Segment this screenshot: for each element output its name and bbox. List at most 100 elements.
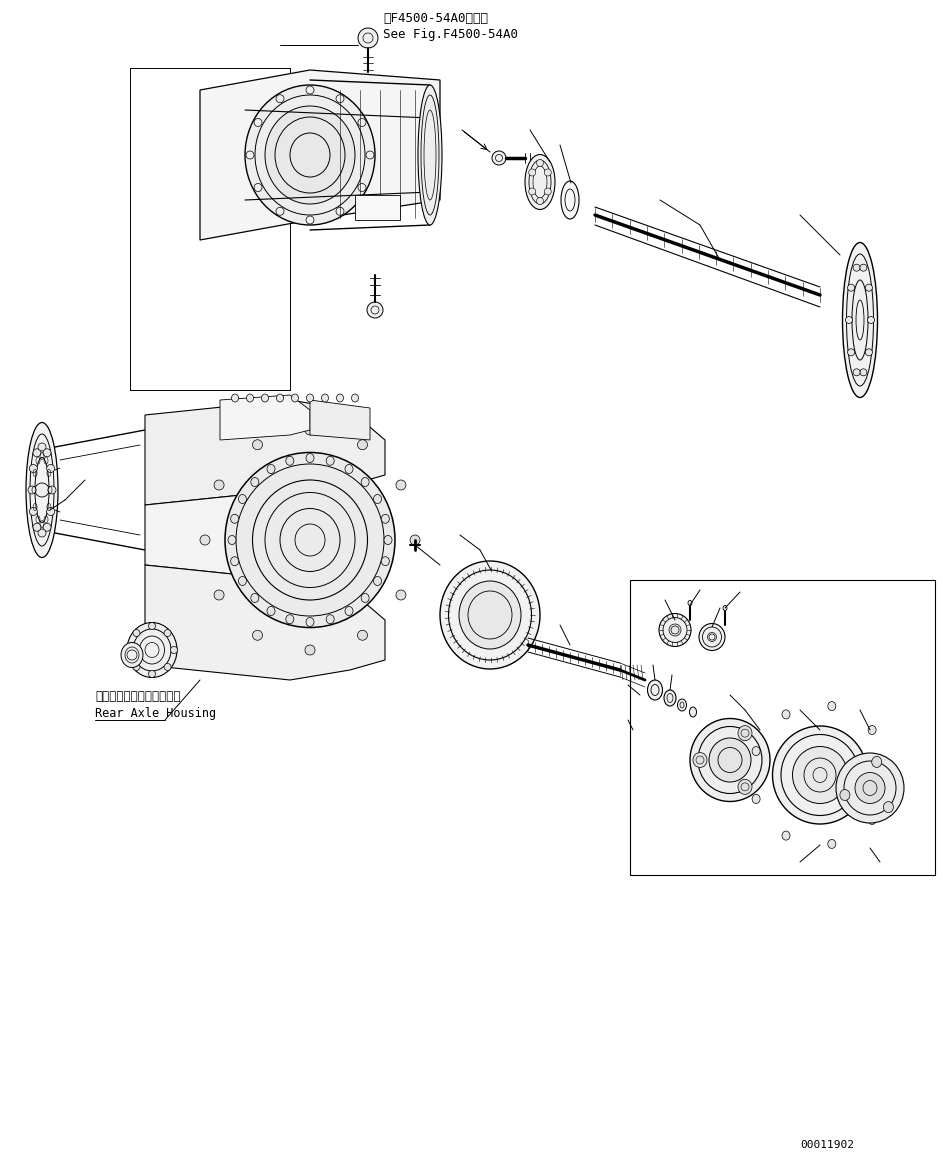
Text: See Fig.F4500-54A0: See Fig.F4500-54A0 (383, 28, 518, 41)
Ellipse shape (26, 423, 58, 557)
Ellipse shape (871, 756, 882, 768)
Polygon shape (355, 195, 400, 220)
Circle shape (254, 118, 262, 126)
Ellipse shape (782, 710, 790, 719)
Ellipse shape (659, 614, 691, 646)
Ellipse shape (855, 772, 885, 804)
Ellipse shape (869, 815, 876, 824)
Circle shape (305, 645, 315, 655)
Polygon shape (145, 565, 385, 680)
Ellipse shape (246, 394, 254, 402)
Circle shape (529, 169, 536, 176)
Ellipse shape (709, 738, 751, 782)
Ellipse shape (306, 394, 313, 402)
Ellipse shape (869, 726, 876, 734)
Polygon shape (145, 490, 385, 580)
Ellipse shape (322, 394, 328, 402)
Circle shape (29, 464, 38, 472)
Circle shape (396, 589, 405, 600)
Circle shape (133, 664, 140, 670)
Circle shape (860, 264, 867, 271)
Ellipse shape (239, 494, 246, 504)
Polygon shape (220, 395, 310, 440)
Ellipse shape (792, 747, 848, 804)
Circle shape (35, 483, 49, 497)
Ellipse shape (753, 747, 760, 755)
Circle shape (537, 198, 543, 205)
Ellipse shape (561, 181, 579, 219)
Ellipse shape (261, 394, 269, 402)
Polygon shape (200, 69, 440, 240)
Circle shape (164, 664, 171, 670)
Ellipse shape (440, 560, 540, 669)
Circle shape (492, 151, 506, 164)
Ellipse shape (677, 699, 687, 711)
Circle shape (305, 425, 315, 435)
Circle shape (46, 464, 55, 472)
Ellipse shape (693, 753, 707, 768)
Ellipse shape (127, 623, 177, 677)
Ellipse shape (828, 702, 835, 711)
Circle shape (171, 646, 177, 653)
Circle shape (246, 151, 254, 159)
Circle shape (357, 440, 368, 449)
Ellipse shape (828, 840, 835, 849)
Circle shape (306, 217, 314, 223)
Circle shape (866, 284, 872, 291)
Ellipse shape (842, 242, 878, 397)
Circle shape (357, 630, 368, 640)
Ellipse shape (782, 831, 790, 840)
Ellipse shape (884, 770, 892, 779)
Ellipse shape (276, 394, 284, 402)
Ellipse shape (306, 617, 314, 626)
Circle shape (537, 160, 543, 167)
Circle shape (358, 28, 378, 47)
Circle shape (43, 523, 51, 532)
Circle shape (38, 444, 46, 450)
Ellipse shape (840, 790, 850, 800)
Circle shape (396, 481, 405, 490)
Ellipse shape (723, 606, 727, 610)
Ellipse shape (699, 623, 725, 651)
Circle shape (38, 529, 46, 537)
Text: 第F4500-54A0図参照: 第F4500-54A0図参照 (383, 12, 488, 25)
Text: リヤーアクスルハウジング: リヤーアクスルハウジング (95, 690, 180, 703)
Circle shape (853, 264, 860, 271)
Ellipse shape (231, 514, 239, 523)
Ellipse shape (352, 394, 358, 402)
Circle shape (48, 486, 56, 494)
Circle shape (306, 86, 314, 94)
Circle shape (544, 169, 552, 176)
Ellipse shape (337, 394, 343, 402)
Circle shape (164, 630, 171, 637)
Circle shape (336, 207, 344, 215)
Ellipse shape (326, 615, 334, 624)
Ellipse shape (525, 154, 555, 210)
Circle shape (28, 486, 36, 494)
Circle shape (358, 118, 366, 126)
Circle shape (848, 349, 854, 356)
Ellipse shape (381, 557, 389, 566)
Ellipse shape (286, 615, 294, 624)
Text: Rear Axle Housing: Rear Axle Housing (95, 708, 216, 720)
Text: 00011902: 00011902 (800, 1139, 854, 1150)
Ellipse shape (267, 464, 275, 474)
Ellipse shape (345, 464, 353, 474)
Circle shape (214, 589, 224, 600)
Ellipse shape (121, 643, 143, 667)
Circle shape (866, 349, 872, 356)
Ellipse shape (361, 594, 369, 602)
Circle shape (868, 316, 874, 323)
Ellipse shape (664, 690, 676, 706)
Circle shape (336, 95, 344, 103)
Circle shape (133, 630, 140, 637)
Circle shape (214, 481, 224, 490)
Ellipse shape (306, 454, 314, 462)
Polygon shape (310, 400, 370, 440)
Circle shape (544, 188, 552, 195)
Ellipse shape (690, 718, 770, 801)
Circle shape (366, 151, 374, 159)
Circle shape (410, 535, 420, 545)
Ellipse shape (251, 477, 258, 486)
Ellipse shape (373, 577, 382, 586)
